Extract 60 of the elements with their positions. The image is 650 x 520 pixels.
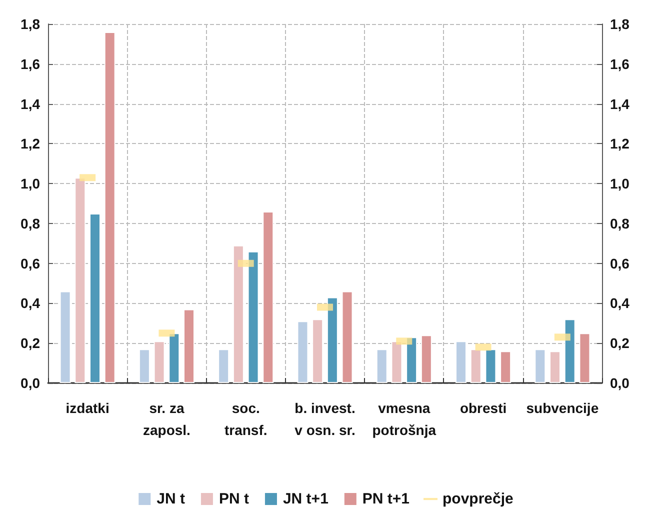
y-tick-label: 1,2	[20, 136, 40, 152]
bar	[154, 341, 165, 383]
bar	[326, 297, 338, 383]
y2-tick-label: 0,0	[610, 375, 630, 391]
y-tick-label: 0,0	[20, 375, 40, 391]
x-tick-label: subvencije	[526, 400, 599, 416]
y2-tick-label: 0,8	[610, 215, 630, 232]
bar	[500, 351, 512, 383]
x-tick-label: vmesna potrošnja	[372, 400, 436, 438]
bar	[470, 349, 482, 383]
y2-tick-label: 0,4	[610, 295, 630, 312]
x-tick-label: obresti	[460, 400, 507, 416]
bar	[420, 335, 432, 383]
bar	[168, 333, 180, 383]
legend-label: PN t	[218, 490, 249, 508]
y2-tick-label: 0,2	[610, 335, 630, 352]
bar	[342, 291, 353, 383]
bar	[456, 341, 467, 383]
bar	[248, 251, 259, 383]
bar	[534, 349, 546, 383]
legend-label: JN t	[156, 490, 185, 508]
legend-label: PN t+1	[362, 490, 410, 508]
bar	[312, 319, 324, 383]
y-tick-label: 0,2	[20, 335, 40, 352]
legend-label: povprečje	[442, 490, 514, 508]
bar	[297, 321, 308, 383]
x-tick-label: soc. transf.	[224, 400, 268, 438]
bar	[60, 291, 71, 383]
bar	[579, 333, 590, 383]
x-tick-label: sr. za zaposl.	[142, 400, 190, 438]
y-tick-label: 0,8	[20, 215, 40, 232]
bar	[564, 319, 576, 383]
bar	[89, 213, 100, 383]
y2-tick-label: 1,2	[610, 136, 630, 152]
bar	[183, 309, 194, 383]
bar	[218, 349, 230, 383]
y-tick-label: 0,4	[20, 295, 40, 312]
bar	[406, 337, 418, 383]
bar	[262, 211, 274, 383]
legend-label: JN t+1	[282, 490, 328, 508]
y2-tick-label: 1,8	[610, 16, 630, 32]
bar	[232, 245, 244, 383]
y2-tick-label: 1,4	[610, 96, 630, 112]
y2-tick-label: 1,0	[610, 176, 630, 192]
bar	[138, 349, 150, 383]
bar	[391, 341, 402, 383]
x-tick-label: b. invest. v osn. sr.	[294, 400, 356, 438]
bar	[74, 178, 86, 383]
y-tick-label: 1,0	[20, 176, 40, 192]
bar	[376, 349, 388, 383]
bar	[550, 351, 561, 383]
y-tick-label: 1,8	[20, 16, 40, 32]
y-tick-label: 1,6	[20, 56, 40, 72]
y2-tick-label: 1,6	[610, 56, 630, 72]
y2-tick-label: 0,6	[610, 255, 630, 272]
y-tick-label: 0,6	[20, 255, 40, 272]
bar	[104, 32, 116, 383]
x-tick-label: izdatki	[66, 400, 110, 416]
y-tick-label: 1,4	[20, 96, 40, 112]
bar	[485, 349, 496, 383]
